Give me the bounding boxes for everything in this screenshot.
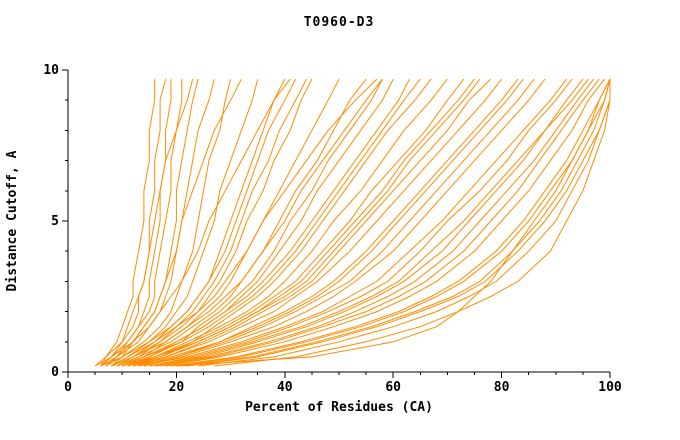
model-curve xyxy=(198,79,611,367)
x-axis-label: Percent of Residues (CA) xyxy=(245,400,433,415)
model-curve xyxy=(214,79,611,367)
model-curve xyxy=(176,78,611,367)
model-curve xyxy=(105,79,172,367)
model-curve xyxy=(100,78,194,367)
model-curve xyxy=(181,78,611,367)
y-tick-label: 5 xyxy=(51,214,59,229)
model-curve xyxy=(165,78,605,367)
y-axis-label: Distance Cutoff, A xyxy=(5,150,20,291)
model-curve xyxy=(94,78,291,367)
model-curve xyxy=(111,78,378,367)
x-tick-label: 100 xyxy=(598,380,622,395)
model-curve xyxy=(143,78,546,367)
model-curve xyxy=(122,78,481,367)
x-tick-label: 20 xyxy=(169,380,185,395)
model-curve xyxy=(100,78,297,367)
model-curve xyxy=(111,78,259,367)
model-curve xyxy=(143,78,535,367)
model-curve xyxy=(138,78,567,367)
model-curve xyxy=(94,78,167,367)
x-tick-label: 40 xyxy=(277,380,293,395)
model-curve xyxy=(187,79,611,367)
model-curve xyxy=(127,78,432,367)
y-tick-label: 0 xyxy=(51,365,59,380)
model-curve xyxy=(132,78,492,367)
model-curve xyxy=(132,78,448,367)
model-curve xyxy=(100,78,215,367)
model-curve xyxy=(116,78,410,367)
model-curve xyxy=(176,78,611,367)
model-curve xyxy=(111,78,313,367)
model-curve xyxy=(122,78,421,367)
model-curve xyxy=(111,78,383,367)
model-curve xyxy=(100,79,156,367)
model-curve xyxy=(149,78,584,367)
model-curve xyxy=(105,78,242,367)
model-curve xyxy=(154,78,595,367)
model-curve xyxy=(160,78,600,367)
x-tick-label: 0 xyxy=(64,380,72,395)
model-curve xyxy=(132,78,465,367)
chart-title: T0960-D3 xyxy=(304,15,375,30)
model-curve xyxy=(116,78,286,367)
model-curve xyxy=(154,78,589,367)
model-curve xyxy=(149,78,573,367)
x-tick-label: 80 xyxy=(494,380,510,395)
x-tick-label: 60 xyxy=(385,380,401,395)
model-curve xyxy=(105,78,232,367)
model-curve xyxy=(138,78,519,367)
model-curve xyxy=(170,78,611,367)
y-tick-label: 10 xyxy=(43,63,59,78)
model-curve xyxy=(138,78,502,367)
model-curve xyxy=(100,79,183,367)
model-curve xyxy=(116,78,307,367)
model-curve xyxy=(122,78,383,367)
